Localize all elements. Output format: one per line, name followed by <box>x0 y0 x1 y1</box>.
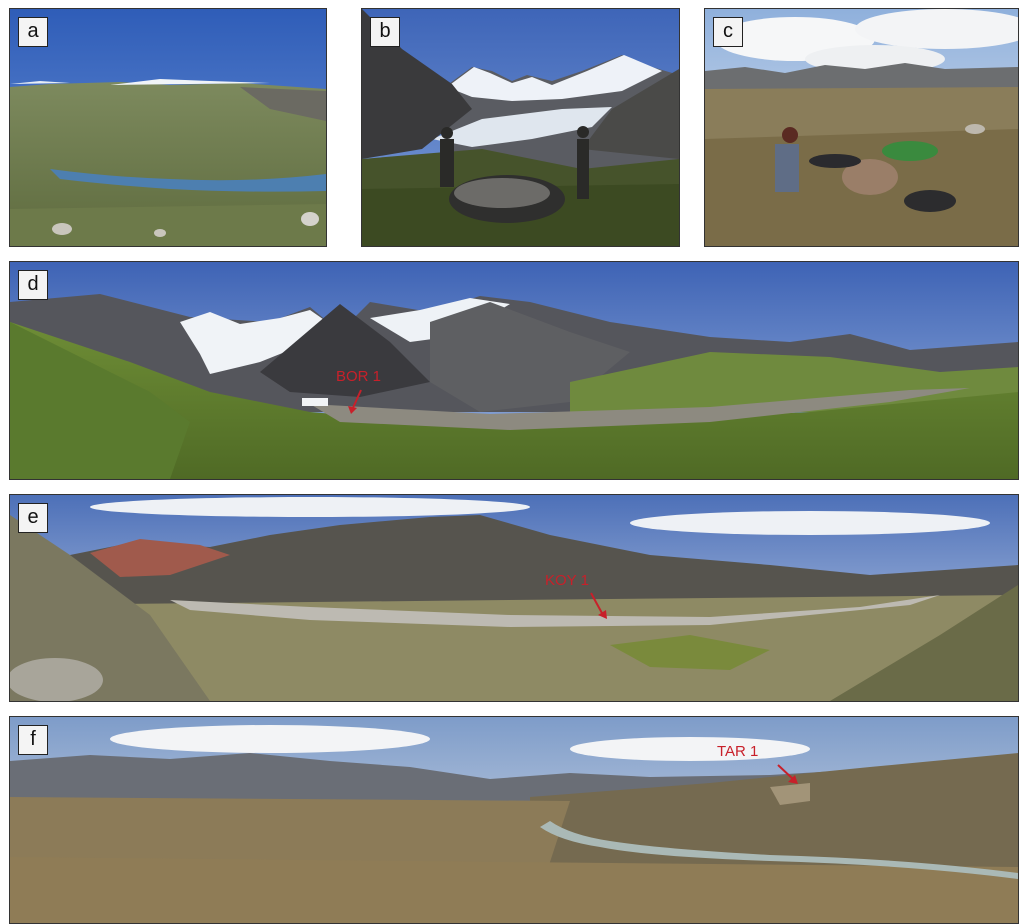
panoramic-valley-photo-e <box>10 495 1018 701</box>
red-arrow-icon <box>590 592 607 619</box>
glacier-valley-photo <box>362 9 679 246</box>
photo-panel-a: a <box>9 8 327 247</box>
photo-panel-f: f TAR 1 <box>9 716 1019 924</box>
alpine-lake-photo <box>10 9 326 246</box>
red-arrow-icon <box>348 389 362 414</box>
panel-label-f: f <box>18 725 48 755</box>
panoramic-valley-photo-f <box>10 717 1018 923</box>
panel-label-a: a <box>18 17 48 47</box>
panoramic-valley-photo-d <box>10 262 1018 479</box>
red-arrow-icon <box>777 764 798 784</box>
site-label-koy1: KOY 1 <box>545 572 589 589</box>
site-label-tar1: TAR 1 <box>717 743 759 760</box>
photo-panel-c: c <box>704 8 1019 247</box>
site-label-bor1: BOR 1 <box>336 368 382 385</box>
panel-label-d: d <box>18 270 48 300</box>
panel-label-b: b <box>370 17 400 47</box>
field-sampling-photo <box>705 9 1018 246</box>
photo-panel-e: e KOY 1 <box>9 494 1019 702</box>
photo-panel-b: b <box>361 8 680 247</box>
photo-panel-d: d BOR 1 <box>9 261 1019 480</box>
panel-label-c: c <box>713 17 743 47</box>
panel-label-e: e <box>18 503 48 533</box>
